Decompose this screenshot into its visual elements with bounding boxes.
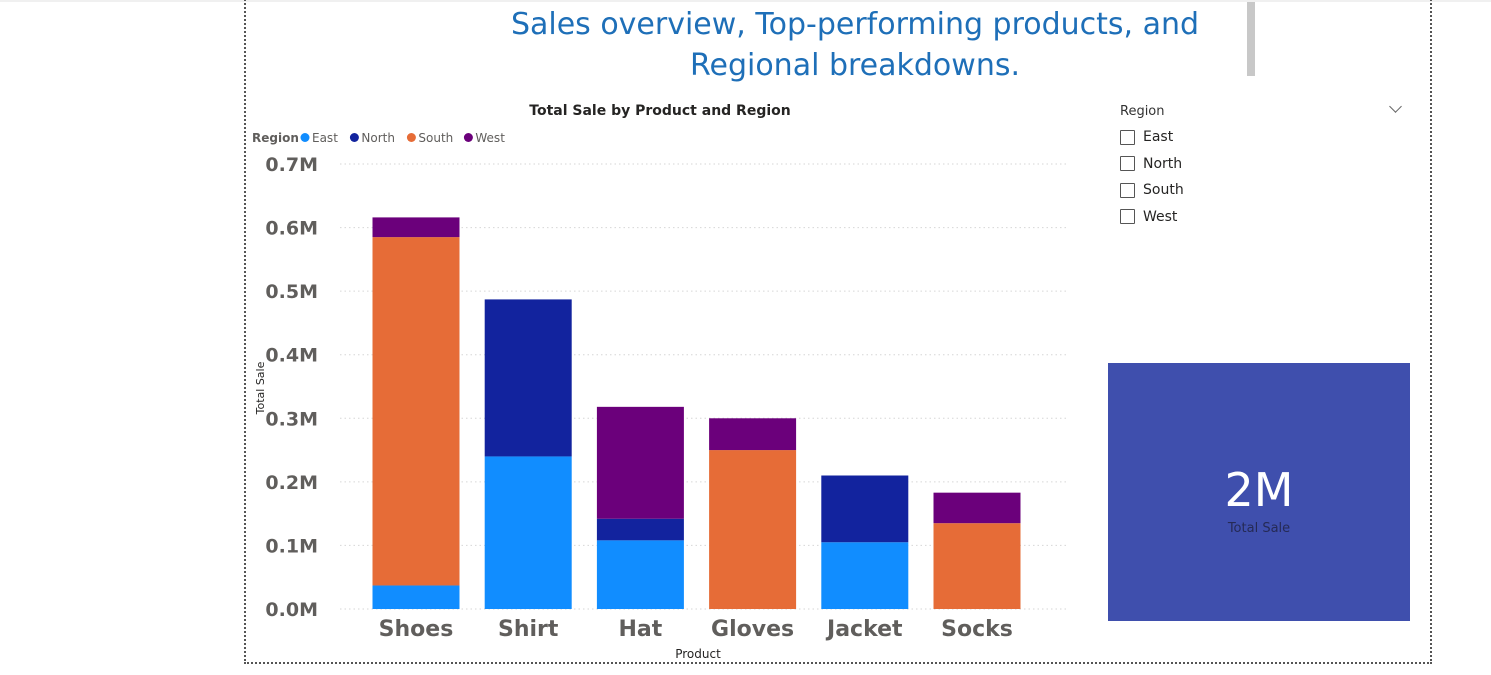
total-sale-card[interactable]: 2M Total Sale [1108,363,1410,621]
y-tick-label: 0.1M [265,535,318,557]
checkbox[interactable] [1120,129,1135,145]
stacked-bar-chart[interactable]: Total Sale by Product and Region Region E… [248,92,1078,664]
legend-label: East [312,131,338,145]
bar-hat-north[interactable] [596,518,684,541]
bar-hat-east[interactable] [596,540,684,609]
legend-label: South [418,131,453,145]
page-title: Sales overview, Top-performing products,… [510,7,1200,83]
y-tick-label: 0.0M [265,599,318,621]
x-tick-label: Socks [941,617,1013,642]
y-tick-label: 0.7M [265,154,318,176]
bar-shoes-east[interactable] [372,585,460,609]
region-slicer[interactable]: Region East North South West [1112,100,1404,234]
x-tick-label: Shoes [379,617,454,642]
y-axis-label: Total Sale [254,361,267,415]
slicer-header: Region [1112,100,1404,124]
slicer-item-label: North [1143,155,1183,172]
legend-marker [349,133,359,142]
slicer-item-label: South [1143,182,1184,199]
chart-title: Total Sale by Product and Region [529,103,790,119]
slicer-item-west[interactable]: West [1112,204,1404,231]
slicer-title: Region [1120,104,1165,119]
scrollbar-thumb[interactable] [1247,2,1255,76]
x-tick-label: Hat [619,617,663,642]
checkbox[interactable] [1120,182,1135,198]
slicer-item-label: West [1143,208,1178,225]
legend-label: West [475,131,505,145]
checkbox[interactable] [1120,156,1135,172]
top-border [0,0,1491,2]
y-axis-ticks: 0.0M 0.1M 0.2M 0.3M 0.4M 0.5M 0.6M 0.7M [265,154,318,621]
card-label: Total Sale [1227,521,1291,536]
bar-shirt-east[interactable] [484,456,572,609]
bar-hat-west[interactable] [596,406,684,519]
y-tick-label: 0.2M [265,472,318,494]
x-tick-label: Shirt [498,617,559,642]
slicer-item-east[interactable]: East [1112,124,1404,151]
slicer-items: East North South West [1112,124,1404,230]
card-value: 2M [1224,463,1294,517]
report-canvas [244,0,1432,664]
checkbox[interactable] [1120,209,1135,225]
bar-shirt-north[interactable] [484,299,572,457]
y-tick-label: 0.3M [265,408,318,430]
bar-jacket-east[interactable] [821,542,909,609]
y-tick-label: 0.4M [265,345,318,367]
x-axis-label: Product [675,647,721,661]
chart-bars[interactable] [372,217,1021,609]
bar-shoes-west[interactable] [372,217,460,238]
bar-socks-south[interactable] [933,523,1021,609]
legend-marker [406,133,416,142]
x-tick-label: Gloves [711,617,794,642]
slicer-item-label: East [1143,129,1174,146]
bar-gloves-south[interactable] [709,450,797,609]
legend-label: North [361,131,395,145]
legend-marker [300,133,310,142]
bar-jacket-north[interactable] [821,475,909,543]
bar-socks-west[interactable] [933,492,1021,524]
y-tick-label: 0.6M [265,218,318,240]
bar-gloves-west[interactable] [709,418,797,451]
chart-legend: Region East North South West [252,131,505,145]
legend-title: Region [252,131,299,145]
legend-marker [463,133,473,142]
slicer-item-north[interactable]: North [1112,151,1404,178]
slicer-item-south[interactable]: South [1112,177,1404,204]
x-tick-label: Jacket [825,617,903,642]
x-axis-ticks: Shoes Shirt Hat Gloves Jacket Socks [379,617,1013,642]
bar-shoes-south[interactable] [372,237,460,586]
y-tick-label: 0.5M [265,281,318,303]
